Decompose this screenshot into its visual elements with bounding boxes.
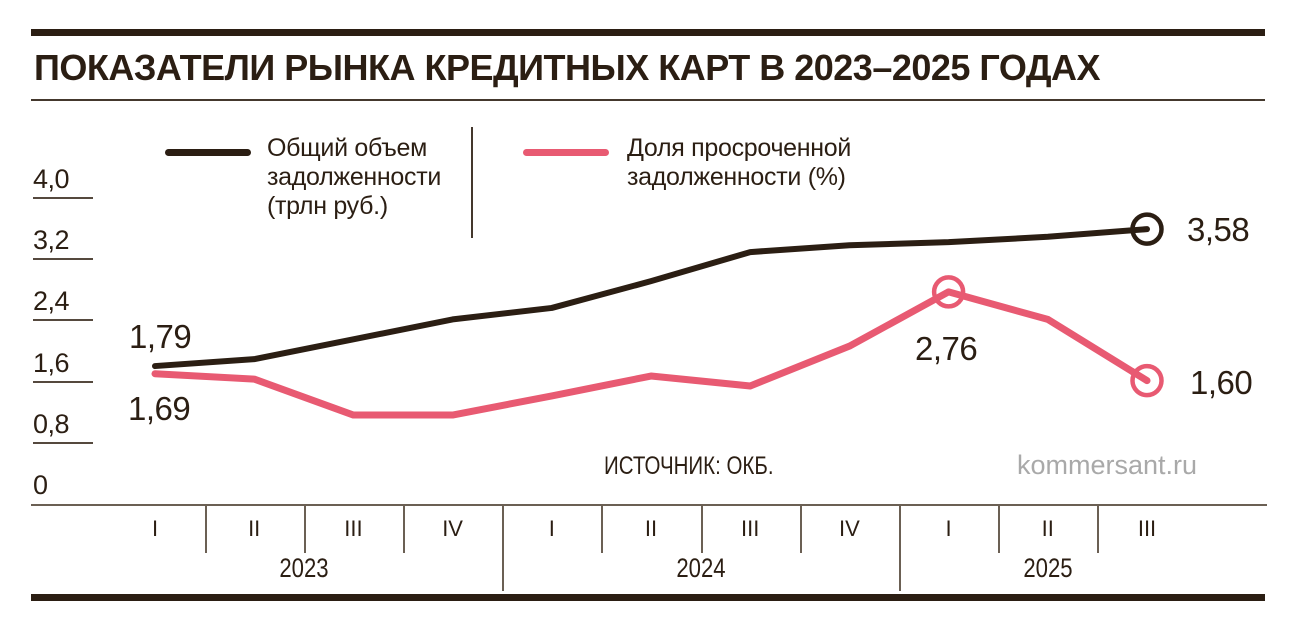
- y-tick-line: [33, 319, 93, 322]
- top-rule: [31, 29, 1265, 36]
- legend-swatch-total-debt: [165, 149, 251, 156]
- x-tick-label: II: [644, 516, 658, 541]
- year-label: 2025: [1023, 553, 1073, 583]
- y-tick-line: [33, 441, 93, 444]
- legend-label-line: Доля просроченной: [627, 134, 852, 162]
- y-tick-label: 2,4: [33, 286, 70, 317]
- year-separator: [502, 506, 505, 591]
- legend-label-overdue-share: Доля просроченной задолженности (%): [627, 134, 851, 192]
- quarter-separator: [204, 506, 207, 553]
- x-axis-baseline: [31, 504, 1267, 506]
- x-tick-label: IV: [838, 516, 860, 541]
- title-underline: [31, 99, 1265, 101]
- bottom-rule: [31, 594, 1265, 601]
- source-label: ИСТОЧНИК: ОКБ.: [604, 452, 774, 480]
- watermark: kommersant.ru: [1017, 450, 1198, 480]
- legend-label-line: (трлн руб.): [267, 192, 388, 220]
- x-tick-label: III: [344, 516, 363, 541]
- quarter-separator: [303, 506, 306, 553]
- quarter-separator: [601, 506, 604, 553]
- legend-label-line: Общий объем: [267, 134, 428, 162]
- x-tick-label: III: [741, 516, 760, 541]
- x-tick-label: III: [1137, 516, 1157, 541]
- value-label-overdue-start: 1,69: [128, 390, 191, 427]
- legend-swatch-overdue-share: [523, 149, 609, 156]
- quarter-separator: [700, 506, 703, 553]
- x-tick-label: I: [151, 516, 159, 541]
- year-label: 2024: [675, 553, 726, 583]
- y-tick-line: [33, 258, 93, 261]
- x-tick-label: I: [548, 516, 555, 541]
- x-tick-label: II: [1041, 516, 1054, 541]
- y-tick-label: 3,2: [33, 225, 70, 256]
- x-tick-label: II: [248, 516, 261, 541]
- legend-divider: [471, 127, 473, 238]
- legend-label-line: задолженности: [267, 163, 442, 191]
- value-label-total-debt-start: 1,79: [129, 318, 192, 355]
- quarter-separator: [799, 506, 802, 553]
- y-tick-label: 4,0: [33, 164, 70, 194]
- value-label-overdue-end: 1,60: [1190, 364, 1253, 401]
- legend-label-line: задолженности (%): [627, 163, 846, 191]
- year-separator: [899, 506, 901, 591]
- x-tick-label: I: [945, 516, 952, 541]
- legend-label-total-debt: Общий объем задолженности (трлн руб.): [267, 134, 441, 221]
- y-tick-label: 0,8: [33, 408, 70, 439]
- y-tick-line: [33, 380, 93, 383]
- y-tick-line: [33, 197, 93, 199]
- year-label: 2023: [279, 553, 329, 583]
- y-tick-label: 0: [33, 470, 48, 500]
- y-tick-label: 1,6: [33, 347, 70, 378]
- x-tick-label: IV: [442, 516, 463, 541]
- quarter-separator: [1097, 506, 1100, 553]
- value-label-total-debt-end: 3,58: [1187, 211, 1250, 248]
- page-title: ПОКАЗАТЕЛИ РЫНКА КРЕДИТНЫХ КАРТ В 2023–2…: [34, 47, 1101, 88]
- value-label-overdue-peak: 2,76: [915, 330, 978, 367]
- quarter-separator: [403, 506, 405, 553]
- quarter-separator: [998, 506, 1001, 553]
